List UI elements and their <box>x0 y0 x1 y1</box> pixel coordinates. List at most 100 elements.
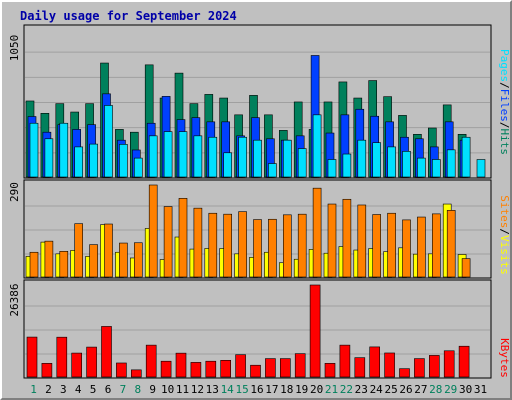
bar-kbytes <box>116 362 127 378</box>
x-tick-label: 12 <box>191 383 204 396</box>
bar-sites <box>372 214 382 278</box>
x-tick-label: 6 <box>105 383 112 396</box>
bar-sites <box>163 206 173 278</box>
bar-sites <box>268 218 277 278</box>
bar-pages <box>29 122 39 178</box>
bar-kbytes <box>190 362 202 378</box>
bar-kbytes <box>443 350 455 378</box>
bar-pages <box>342 153 352 178</box>
bar-sites <box>208 212 218 278</box>
bar-kbytes <box>414 358 425 378</box>
x-tick-label: 14 <box>221 383 235 396</box>
bar-sites <box>148 184 158 278</box>
bar-pages <box>148 135 158 178</box>
x-tick-label: 29 <box>444 383 457 396</box>
bar-kbytes <box>428 355 440 378</box>
x-axis-day-labels: 1 2 3 4 5 6 7 8 9 10 11 12 13 14 15 16 17 18 19 20 21 22 23 24 2… <box>30 383 487 396</box>
x-tick-label: 5 <box>90 383 97 396</box>
bar-sites <box>417 216 426 278</box>
bar-pages <box>461 136 471 178</box>
bar-kbytes <box>205 360 217 378</box>
chart-title: Daily usage for September 2024 <box>20 9 237 23</box>
bar-pages <box>223 152 232 178</box>
bar-pages <box>163 131 173 178</box>
bar-kbytes <box>384 352 395 378</box>
panel-2-y-max-label: 290 <box>8 182 21 202</box>
x-tick-label: 17 <box>265 383 278 396</box>
x-tick-label: 9 <box>149 383 156 396</box>
bar-kbytes <box>101 326 112 378</box>
bar-kbytes <box>294 353 306 378</box>
bar-sites <box>297 213 307 278</box>
bar-kbytes <box>324 363 336 378</box>
x-tick-label: 24 <box>370 383 384 396</box>
bar-pages <box>119 144 128 178</box>
bar-pages <box>282 139 292 178</box>
bar-sites <box>461 258 471 278</box>
legend-kbytes: KBytes <box>498 338 511 378</box>
bar-kbytes <box>26 336 38 378</box>
legend-hits: Hits <box>498 129 511 156</box>
x-tick-label: 4 <box>75 383 82 396</box>
panel-2-legend: Sites/Visits <box>498 195 511 275</box>
bar-pages <box>476 159 486 178</box>
bar-sites <box>178 198 188 278</box>
bar-sites <box>446 210 456 278</box>
x-tick-label: 25 <box>384 383 397 396</box>
panel-1-y-max-label: 1050 <box>8 35 21 62</box>
bar-sites <box>342 198 352 278</box>
bar-pages <box>297 148 307 178</box>
x-tick-label: 7 <box>120 383 127 396</box>
bar-pages <box>387 146 396 178</box>
bar-pages <box>327 159 337 178</box>
bar-kbytes <box>250 364 261 378</box>
bar-sites <box>282 214 292 278</box>
bar-kbytes <box>56 336 68 378</box>
bar-sites <box>59 251 69 278</box>
bar-sites <box>312 187 322 278</box>
bar-pages <box>431 159 441 178</box>
bar-pages <box>134 157 143 178</box>
x-tick-label: 27 <box>414 383 427 396</box>
bar-sites <box>357 204 367 278</box>
bar-sites <box>253 219 262 278</box>
bar-sites <box>193 207 203 278</box>
x-tick-label: 3 <box>60 383 67 396</box>
bar-pages <box>208 136 218 178</box>
bar-sites <box>104 223 113 278</box>
legend-sep-3: / <box>498 228 511 235</box>
x-tick-label: 19 <box>295 383 308 396</box>
x-tick-label: 26 <box>399 383 412 396</box>
x-tick-label: 21 <box>325 383 338 396</box>
bar-kbytes <box>131 369 142 378</box>
x-tick-label: 30 <box>459 383 472 396</box>
bar-pages <box>417 157 426 178</box>
panel-3-legend: KBytes <box>498 338 511 378</box>
legend-sep-2: / <box>498 122 511 129</box>
bar-kbytes <box>160 360 172 378</box>
bar-pages <box>357 139 367 178</box>
bar-pages <box>178 131 188 178</box>
legend-sites: Sites <box>498 195 511 228</box>
bar-sites <box>327 203 337 278</box>
bar-sites <box>402 219 411 278</box>
x-tick-label: 18 <box>280 383 293 396</box>
bar-pages <box>238 136 247 178</box>
bar-pages <box>268 163 277 178</box>
x-tick-label: 28 <box>429 383 442 396</box>
legend-visits: Visits <box>498 235 511 275</box>
legend-files: Files <box>498 89 511 122</box>
x-tick-label: 13 <box>206 383 219 396</box>
bar-sites <box>431 213 441 278</box>
x-tick-label: 22 <box>340 383 353 396</box>
bar-kbytes <box>41 363 53 378</box>
bar-pages <box>74 146 83 178</box>
x-tick-label: 23 <box>355 383 368 396</box>
bar-kbytes <box>175 352 187 378</box>
bar-pages <box>372 142 382 178</box>
bar-pages <box>44 138 54 178</box>
bar-kbytes <box>369 346 381 378</box>
bar-sites <box>29 251 39 278</box>
bar-kbytes <box>354 357 366 378</box>
